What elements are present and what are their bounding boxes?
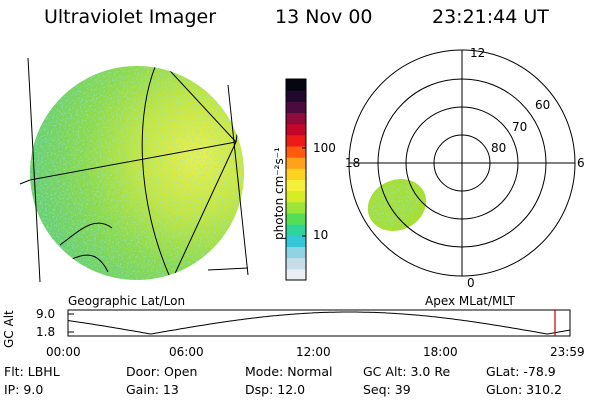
info-glat: GLat: -78.9 (486, 364, 556, 379)
info-gc-alt: GC Alt: 3.0 Re (363, 364, 451, 379)
colorbar-segment (286, 101, 306, 113)
lat-label-70: 70 (512, 120, 528, 134)
colorbar-segment (286, 179, 306, 192)
colorbar-tick-100: 100 (313, 141, 336, 155)
colorbar-tick-10: 10 (313, 228, 329, 242)
altitude-xtick-1200: 12:00 (296, 345, 331, 359)
mlt-label-12: 12 (470, 46, 486, 60)
mlt-label-6: 6 (577, 156, 585, 170)
colorbar-segment (286, 213, 306, 225)
colorbar-segment (286, 257, 306, 270)
instrument-title: Ultraviolet Imager (44, 6, 217, 28)
geographic-image (19, 57, 249, 283)
colorbar-segment (286, 157, 306, 169)
colorbar-segment (286, 235, 306, 247)
colorbar-segment (286, 134, 306, 147)
colorbar-segment (286, 190, 306, 203)
mlt-label-18: 18 (345, 156, 361, 170)
colorbar-segment (286, 123, 306, 136)
colorbar-segment (286, 168, 306, 180)
colorbar (285, 78, 307, 281)
altitude-xtick-0000: 00:00 (46, 345, 81, 359)
colorbar-segment (286, 112, 306, 125)
info-glon: GLon: 310.2 (486, 382, 562, 397)
polar-panel-label: Apex MLat/MLT (425, 294, 515, 308)
info-mode: Mode: Normal (245, 364, 333, 379)
lat-label-60: 60 (535, 98, 551, 112)
colorbar-segment (286, 246, 306, 259)
colorbar-segment (286, 201, 306, 214)
colorbar-segment (286, 146, 306, 158)
altitude-ylabel: GC Alt (2, 310, 16, 348)
info-flt: Flt: LBHL (4, 364, 60, 379)
time-label: 23:21:44 UT (432, 6, 549, 28)
mlt-label-0: 0 (467, 276, 475, 290)
altitude-xtick-0600: 06:00 (169, 345, 204, 359)
info-dsp: Dsp: 12.0 (245, 382, 306, 397)
info-door: Door: Open (126, 364, 198, 379)
colorbar-segment (286, 268, 306, 281)
colorbar-unit-label: photon cm⁻²s⁻¹ (272, 147, 286, 240)
colorbar-segment (286, 79, 306, 91)
colorbar-outline (285, 78, 307, 281)
geo-panel-label: Geographic Lat/Lon (68, 294, 186, 308)
altitude-xtick-1800: 18:00 (423, 345, 458, 359)
info-ip: IP: 9.0 (4, 382, 44, 397)
info-seq: Seq: 39 (363, 382, 411, 397)
altitude-ytick-1-8: 1.8 (36, 325, 56, 339)
lat-label-80: 80 (491, 141, 507, 155)
colorbar-segment (286, 224, 306, 236)
altitude-xtick-2359: 23:59 (550, 345, 585, 359)
colorbar-segment (286, 90, 306, 102)
info-gain: Gain: 13 (126, 382, 179, 397)
altitude-plot (67, 309, 571, 337)
date-label: 13 Nov 00 (275, 6, 373, 28)
altitude-ytick-9: 9.0 (36, 307, 56, 321)
polar-plot (348, 49, 576, 277)
